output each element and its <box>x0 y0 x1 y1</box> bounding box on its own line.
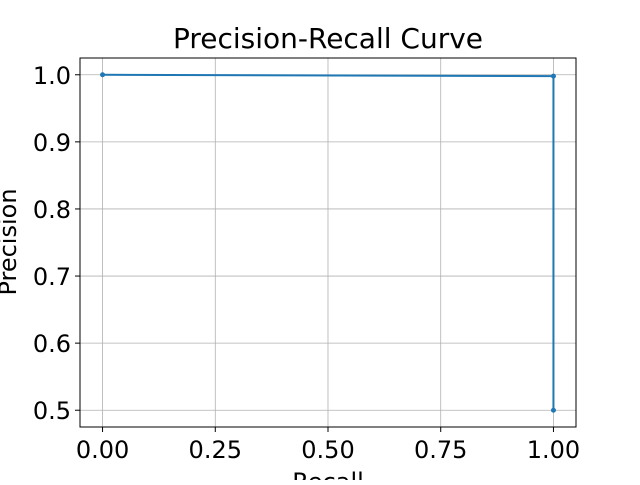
x-tick-label: 0.00 <box>76 436 129 464</box>
y-tick-label: 0.9 <box>33 129 71 157</box>
y-tick-label: 0.7 <box>33 263 71 291</box>
x-axis-label: Recall <box>292 468 364 480</box>
y-tick-label: 0.5 <box>33 397 71 425</box>
pr-curve-point <box>550 407 556 413</box>
x-tick-label: 0.50 <box>301 436 354 464</box>
pr-curve-point <box>550 73 556 79</box>
tick-layer: 0.00 0.25 0.50 0.75 1.00 0.5 0.6 0.7 0.8 0.9 1.0 <box>33 62 580 464</box>
x-tick-label: 0.25 <box>189 436 242 464</box>
y-axis-label: Precision <box>0 188 22 295</box>
chart-title: Precision-Recall Curve <box>173 22 483 55</box>
series-layer <box>100 72 556 413</box>
x-tick-label: 0.75 <box>414 436 467 464</box>
y-tick-label: 1.0 <box>33 62 71 90</box>
y-tick-label: 0.6 <box>33 330 71 358</box>
pr-curve-point <box>100 72 106 78</box>
x-tick-label: 1.00 <box>527 436 580 464</box>
y-tick-label: 0.8 <box>33 196 71 224</box>
